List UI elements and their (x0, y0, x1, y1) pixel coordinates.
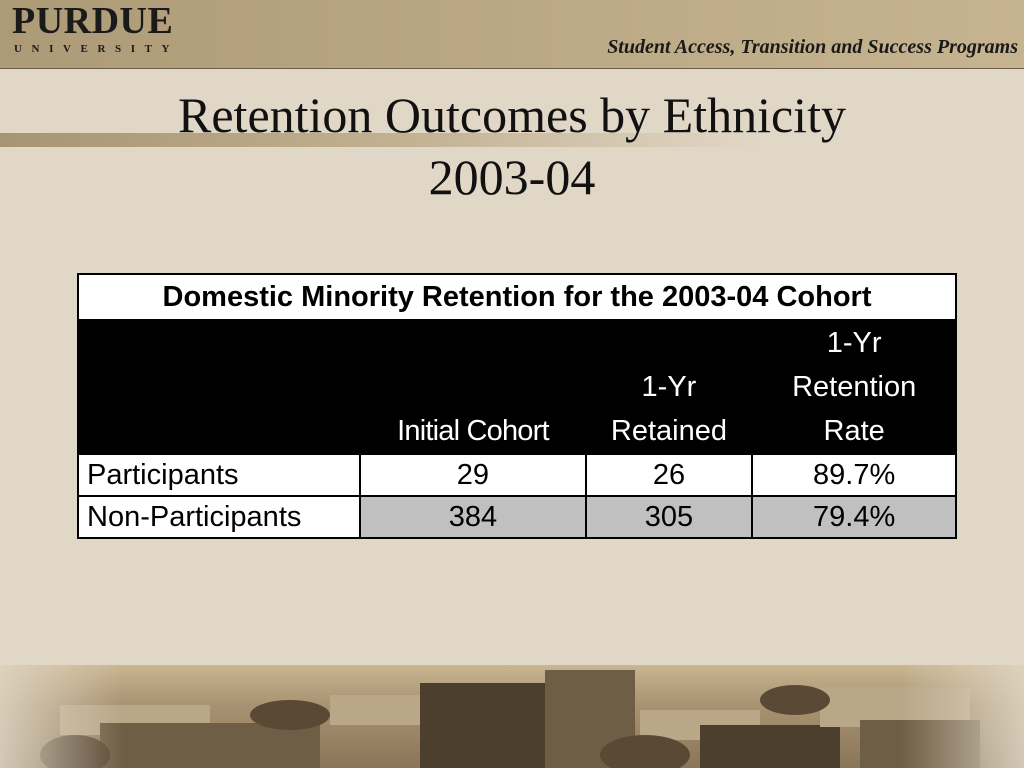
header-rate-line3: Rate (823, 415, 885, 447)
purdue-logo: PURDUE UNIVERSITY (12, 2, 179, 55)
header-rate-line2: Retention (792, 371, 917, 403)
cell-initial: 29 (359, 453, 587, 497)
program-name: Student Access, Transition and Success P… (607, 36, 1018, 58)
cell-retained: 305 (584, 495, 754, 539)
logo-subtitle: UNIVERSITY (14, 43, 180, 55)
table-row: Non-Participants 384 305 79.4% (76, 495, 957, 539)
photo-edge-fade (0, 665, 1024, 768)
header-rate-line1: 1-Yr (826, 327, 882, 359)
cell-retained: 26 (584, 453, 754, 497)
header-band: PURDUE UNIVERSITY Student Access, Transi… (0, 0, 1024, 69)
cell-rate: 89.7% (751, 453, 957, 497)
slide-title: Retention Outcomes by Ethnicity 2003-04 (0, 84, 1024, 208)
cell-initial: 384 (359, 495, 587, 539)
header-initial-cohort: Initial Cohort (359, 319, 587, 455)
slide-title-line1: Retention Outcomes by Ethnicity (178, 87, 846, 143)
logo-wordmark: PURDUE (12, 0, 174, 42)
table-header-row: Initial Cohort 1-Yr Retained 1-Yr Retent… (76, 319, 957, 455)
header-retained-line1: 1-Yr (641, 371, 697, 403)
header-label (76, 319, 362, 455)
campus-photo (0, 665, 1024, 768)
row-label: Participants (76, 453, 362, 497)
table-row: Participants 29 26 89.7% (76, 453, 957, 497)
header-retention-rate: 1-Yr Retention Rate (751, 319, 957, 455)
header-retained-line2: Retained (610, 415, 727, 447)
row-label: Non-Participants (76, 495, 362, 539)
table-caption: Domestic Minority Retention for the 2003… (77, 273, 957, 321)
cell-rate: 79.4% (751, 495, 957, 539)
header-retained: 1-Yr Retained (584, 319, 754, 455)
retention-table: Domestic Minority Retention for the 2003… (76, 273, 957, 539)
slide-title-line2: 2003-04 (428, 149, 596, 205)
title-accent-stripe (0, 133, 760, 147)
